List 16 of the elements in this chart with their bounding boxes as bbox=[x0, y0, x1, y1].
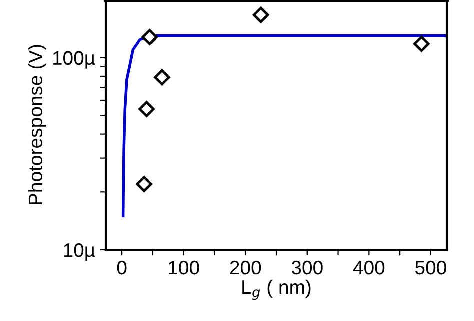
y-axis-title: Photoresponse (V) bbox=[28, 45, 46, 204]
point bbox=[138, 101, 155, 118]
x-tick-label: 400 bbox=[353, 260, 385, 275]
x-tick-label: 200 bbox=[230, 260, 262, 275]
point bbox=[136, 176, 152, 192]
x-tick-label: 300 bbox=[292, 260, 323, 275]
x-axis-title: L$_{g}$ ( nm) bbox=[242, 280, 311, 300]
point bbox=[414, 36, 430, 52]
point bbox=[252, 6, 270, 24]
y-tick-label: 100µ bbox=[53, 51, 96, 69]
point bbox=[142, 29, 158, 46]
x-tick-label: 100 bbox=[169, 260, 200, 275]
x-tick-label: 500 bbox=[415, 260, 446, 275]
point bbox=[154, 69, 170, 86]
y-tick-label: 10µ bbox=[64, 243, 96, 262]
x-tick-label: 0 bbox=[117, 260, 127, 275]
